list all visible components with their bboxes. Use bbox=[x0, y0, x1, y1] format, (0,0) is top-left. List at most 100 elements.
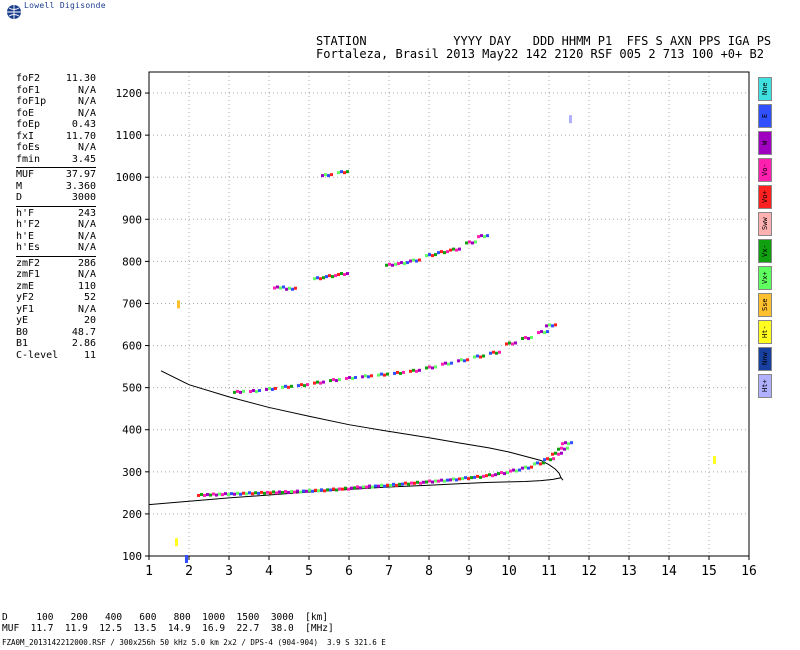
echo-point bbox=[410, 481, 413, 485]
x-tick-label: 3 bbox=[225, 564, 233, 579]
param-value: 3000 bbox=[71, 192, 96, 203]
muf-table: D 100 200 400 600 800 1000 1500 3000 [km… bbox=[2, 612, 334, 634]
echo-point bbox=[393, 371, 396, 375]
y-tick-label: 800 bbox=[122, 255, 142, 268]
echo-point bbox=[539, 462, 542, 466]
echo-point bbox=[431, 254, 434, 258]
echo-point bbox=[356, 485, 359, 489]
param-value: N/A bbox=[77, 242, 96, 253]
y-tick-label: 200 bbox=[122, 508, 142, 521]
echo-point bbox=[473, 475, 476, 479]
param-row: h'F 243 bbox=[16, 208, 96, 220]
echo-point bbox=[239, 390, 242, 394]
echo-point bbox=[319, 277, 322, 281]
echo-point bbox=[524, 335, 527, 339]
x-tick-label: 1 bbox=[145, 564, 153, 579]
echo-point bbox=[296, 489, 299, 493]
echo-point bbox=[546, 457, 549, 461]
echo-point bbox=[425, 480, 428, 484]
profile-curve bbox=[148, 370, 564, 506]
echo-point bbox=[441, 362, 444, 366]
echo-point bbox=[524, 465, 527, 469]
echo-point bbox=[362, 485, 365, 489]
echo-point bbox=[530, 465, 533, 469]
echo-point bbox=[412, 368, 415, 372]
legend-item-vx: Vx+ bbox=[758, 266, 772, 290]
x-tick-label: 15 bbox=[701, 564, 717, 579]
echo-point bbox=[364, 374, 367, 378]
echo-point bbox=[395, 483, 398, 487]
param-value: 48.7 bbox=[71, 326, 96, 338]
echo-point bbox=[274, 386, 277, 390]
echo-point bbox=[287, 491, 290, 495]
logo-text: Lowell Digisonde bbox=[24, 1, 106, 10]
echo-point bbox=[224, 492, 227, 496]
echo-point bbox=[491, 474, 494, 478]
echo-point bbox=[263, 491, 266, 495]
echo-point bbox=[415, 259, 418, 263]
echo-point bbox=[269, 491, 272, 495]
globe-logo-icon bbox=[7, 5, 21, 19]
echo-point bbox=[554, 323, 557, 327]
echo-point bbox=[458, 247, 461, 251]
param-row: foEp 0.43 bbox=[16, 119, 96, 131]
param-name: zmF2 bbox=[16, 257, 41, 269]
echo-point bbox=[252, 389, 255, 393]
echo-point bbox=[500, 471, 503, 475]
legend-item-vo: Vo+ bbox=[758, 185, 772, 209]
echo-point bbox=[367, 375, 370, 379]
echo-point bbox=[320, 488, 323, 492]
param-name: foF2 bbox=[16, 73, 41, 84]
echo-point bbox=[306, 383, 309, 387]
echo-point bbox=[359, 486, 362, 490]
param-separator bbox=[16, 205, 96, 207]
param-row: yF2 52 bbox=[16, 292, 96, 304]
echo-point bbox=[467, 477, 470, 481]
echo-point bbox=[443, 251, 446, 255]
echo-point bbox=[419, 481, 422, 485]
echo-point bbox=[338, 378, 341, 382]
echo-point bbox=[457, 359, 460, 363]
echo-point bbox=[311, 489, 314, 493]
param-separator bbox=[16, 167, 96, 168]
echo-point bbox=[557, 452, 560, 456]
echo-point bbox=[299, 490, 302, 494]
echo-point bbox=[257, 491, 260, 495]
echo-point bbox=[279, 286, 282, 290]
x-tick-label: 8 bbox=[425, 564, 433, 579]
legend-item-nnw: Nnw bbox=[758, 347, 772, 371]
echo-point bbox=[321, 174, 324, 178]
echo-point bbox=[416, 480, 419, 484]
legend-item-w: W bbox=[758, 131, 772, 155]
param-name: B1 bbox=[16, 338, 29, 349]
echo-point bbox=[350, 486, 353, 490]
echo-point bbox=[245, 492, 248, 496]
echo-point bbox=[328, 274, 331, 278]
echo-point bbox=[242, 389, 245, 393]
legend-item-ht: Ht- bbox=[758, 320, 772, 344]
echo-point bbox=[543, 458, 546, 462]
echo-point bbox=[570, 441, 573, 445]
echo-point bbox=[297, 384, 300, 388]
echo-point bbox=[560, 451, 563, 455]
y-tick-label: 300 bbox=[122, 466, 142, 479]
param-row: D 3000 bbox=[16, 192, 96, 204]
echo-point bbox=[399, 371, 402, 375]
echo-point bbox=[561, 442, 564, 446]
echo-point bbox=[278, 490, 281, 494]
echo-point bbox=[327, 174, 330, 178]
param-row: h'F2 N/A bbox=[16, 219, 96, 231]
param-value: 286 bbox=[77, 257, 96, 269]
echo-point bbox=[468, 240, 471, 244]
param-value: 3.45 bbox=[71, 153, 96, 165]
param-row: M 3.360 bbox=[16, 181, 96, 193]
echo-point bbox=[498, 350, 501, 354]
echo-point bbox=[233, 492, 236, 496]
echo-point bbox=[479, 355, 482, 359]
echo-point bbox=[218, 492, 221, 496]
echo-point bbox=[319, 381, 322, 385]
echo-point bbox=[282, 285, 285, 289]
echo-point bbox=[452, 247, 455, 251]
legend-item-nne: Nne bbox=[758, 77, 772, 101]
echo-point bbox=[314, 488, 317, 492]
